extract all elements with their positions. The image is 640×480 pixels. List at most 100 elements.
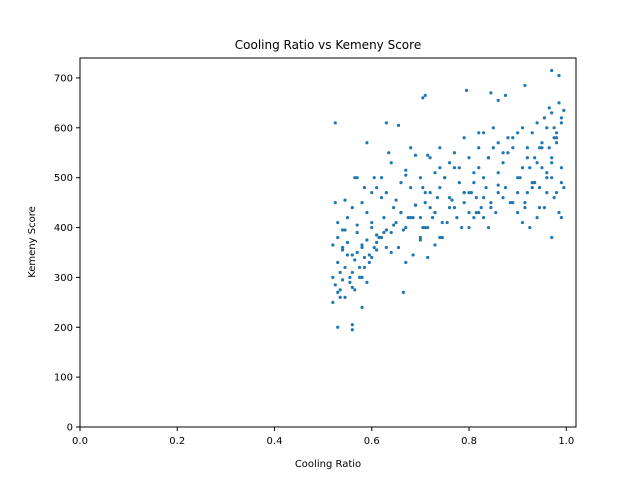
data-point bbox=[501, 196, 505, 200]
x-tick-label: 0.6 bbox=[364, 436, 380, 447]
data-point bbox=[496, 98, 500, 102]
data-point bbox=[358, 265, 362, 270]
data-point bbox=[550, 235, 554, 240]
data-point bbox=[469, 191, 474, 195]
data-point bbox=[331, 275, 335, 280]
data-point bbox=[472, 171, 476, 175]
data-point bbox=[423, 225, 427, 230]
data-point bbox=[365, 141, 369, 145]
data-point bbox=[350, 328, 354, 332]
data-point bbox=[484, 186, 488, 190]
data-point bbox=[501, 151, 505, 155]
data-point bbox=[370, 255, 374, 260]
y-tick-label: 200 bbox=[54, 323, 73, 334]
x-tick-label: 0.4 bbox=[267, 436, 283, 447]
data-point bbox=[530, 181, 534, 185]
data-point bbox=[355, 176, 359, 180]
data-point bbox=[542, 205, 546, 210]
data-point bbox=[496, 171, 500, 175]
data-point bbox=[401, 228, 405, 232]
data-points bbox=[331, 68, 566, 332]
data-point bbox=[336, 220, 340, 225]
data-point bbox=[370, 191, 374, 195]
data-point bbox=[345, 215, 350, 220]
data-point bbox=[375, 186, 379, 190]
data-point bbox=[413, 153, 418, 157]
data-point bbox=[440, 235, 444, 240]
data-point bbox=[438, 166, 442, 170]
data-point bbox=[542, 116, 546, 120]
data-point bbox=[336, 260, 340, 265]
data-point bbox=[474, 196, 478, 200]
data-point bbox=[428, 205, 432, 210]
data-point bbox=[333, 201, 337, 205]
data-point bbox=[418, 235, 422, 240]
data-point bbox=[516, 176, 520, 180]
data-point bbox=[423, 191, 427, 195]
data-point bbox=[333, 283, 337, 287]
data-point bbox=[375, 248, 379, 252]
data-point bbox=[482, 196, 486, 200]
data-point bbox=[394, 220, 398, 225]
data-point bbox=[443, 176, 447, 180]
data-point bbox=[389, 250, 393, 255]
data-point bbox=[537, 146, 542, 150]
data-point bbox=[399, 181, 403, 185]
x-axis-label: Cooling Ratio bbox=[295, 459, 361, 470]
data-point bbox=[530, 186, 534, 190]
data-point bbox=[535, 121, 539, 125]
data-point bbox=[440, 220, 444, 225]
data-point bbox=[506, 151, 510, 155]
data-point bbox=[370, 220, 374, 225]
data-point bbox=[535, 215, 539, 220]
data-point bbox=[338, 295, 342, 299]
data-point bbox=[525, 191, 529, 195]
data-point bbox=[396, 245, 401, 250]
data-point bbox=[438, 235, 442, 240]
data-point bbox=[389, 161, 393, 165]
data-point bbox=[496, 191, 500, 195]
data-point bbox=[554, 131, 559, 135]
data-point bbox=[340, 248, 345, 252]
data-point bbox=[365, 238, 369, 242]
data-point bbox=[550, 156, 554, 160]
data-point bbox=[559, 181, 564, 185]
data-point bbox=[464, 88, 469, 93]
data-point bbox=[562, 108, 566, 112]
data-point bbox=[547, 146, 551, 150]
data-point bbox=[550, 111, 554, 115]
data-point bbox=[467, 191, 471, 195]
data-point bbox=[559, 166, 564, 170]
data-point bbox=[401, 290, 405, 294]
data-point bbox=[486, 225, 491, 230]
data-point bbox=[520, 166, 525, 170]
data-point bbox=[540, 141, 544, 145]
data-point bbox=[523, 205, 527, 210]
data-point bbox=[559, 116, 564, 120]
data-point bbox=[360, 305, 364, 309]
data-point bbox=[350, 323, 354, 327]
data-point bbox=[360, 201, 364, 205]
data-point bbox=[482, 176, 486, 180]
y-tick-label: 300 bbox=[54, 273, 73, 284]
data-point bbox=[452, 166, 457, 170]
data-point bbox=[528, 166, 532, 170]
data-point bbox=[338, 288, 342, 292]
data-point bbox=[353, 288, 357, 292]
data-point bbox=[545, 171, 549, 175]
y-tick-label: 0 bbox=[67, 423, 73, 434]
data-point bbox=[523, 201, 527, 205]
data-point bbox=[462, 201, 466, 205]
data-point bbox=[511, 146, 515, 150]
data-point bbox=[430, 215, 435, 220]
data-point bbox=[423, 93, 427, 97]
plot-frame bbox=[79, 57, 577, 428]
data-point bbox=[365, 210, 369, 215]
data-point bbox=[384, 228, 388, 232]
data-point bbox=[516, 210, 520, 215]
data-point bbox=[343, 228, 347, 232]
data-point bbox=[411, 215, 415, 220]
chart-title: Cooling Ratio vs Kemeny Score bbox=[235, 38, 421, 52]
data-point bbox=[384, 191, 388, 195]
data-point bbox=[355, 223, 359, 227]
